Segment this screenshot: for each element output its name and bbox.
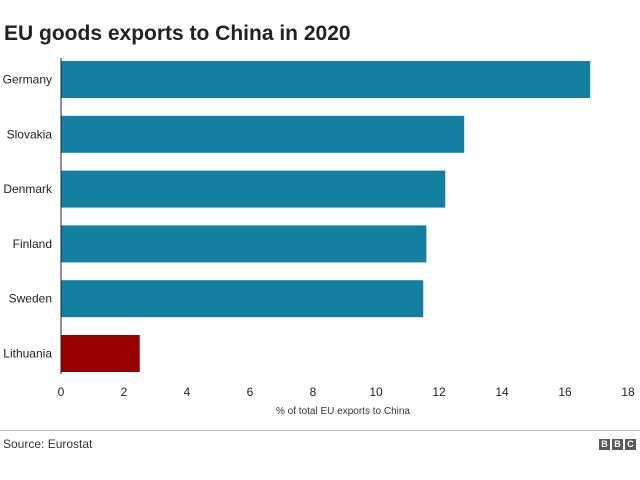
x-tick-label-12: 12	[432, 385, 446, 399]
category-label-denmark: Denmark	[3, 182, 53, 196]
bar-sweden	[61, 280, 424, 318]
bbc-logo-letter-3: C	[625, 439, 636, 450]
bbc-logo-letter-2: B	[612, 439, 623, 450]
category-label-lithuania: Lithuania	[3, 347, 52, 361]
bbc-logo-letter-1: B	[599, 439, 610, 450]
bar-chart: Germany Slovakia Denmark Finland Sweden Lithu…	[3, 58, 635, 417]
bbc-logo: B B C	[599, 439, 636, 450]
category-label-germany: Germany	[3, 73, 52, 87]
x-tick-label-2: 2	[121, 385, 128, 399]
bar-slovakia	[61, 115, 465, 153]
x-tick-label-8: 8	[310, 385, 317, 399]
bar-germany	[61, 61, 591, 98]
x-tick-label-6: 6	[247, 385, 254, 399]
x-tick-label-4: 4	[184, 385, 191, 399]
x-axis-label: % of total EU exports to China	[276, 406, 410, 417]
footer-divider	[0, 430, 640, 431]
chart-title: EU goods exports to China in 2020	[4, 22, 351, 45]
x-tick-label-10: 10	[369, 385, 383, 399]
bar-finland	[61, 225, 427, 263]
x-tick-label-0: 0	[58, 385, 65, 399]
x-tick-label-16: 16	[558, 385, 572, 399]
x-tick-label-14: 14	[495, 385, 509, 399]
x-tick-label-18: 18	[621, 385, 635, 399]
category-label-finland: Finland	[13, 237, 52, 251]
category-label-slovakia: Slovakia	[7, 127, 53, 141]
bar-denmark	[61, 170, 446, 208]
category-label-sweden: Sweden	[9, 292, 52, 306]
bar-lithuania	[61, 335, 140, 372]
source-note: Source: Eurostat	[3, 437, 93, 451]
